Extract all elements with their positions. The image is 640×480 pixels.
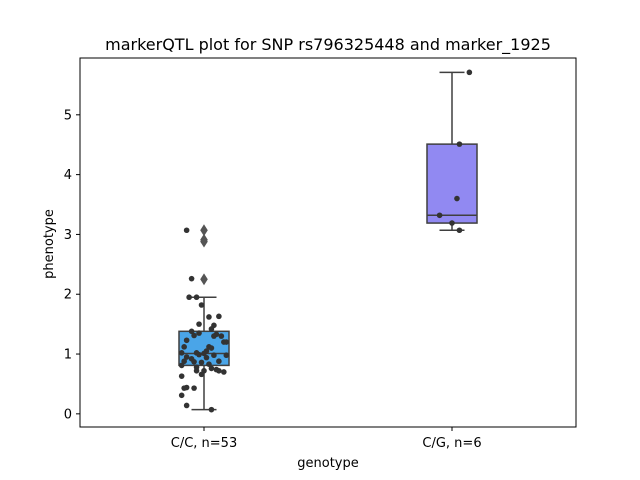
data-point [223, 352, 230, 359]
data-point [191, 359, 197, 365]
plot-area: 0 1 2 3 4 5 C/C, n=53 C/G, n=6 [64, 57, 577, 451]
y-tick-label: 5 [64, 108, 72, 123]
data-point [193, 367, 200, 374]
data-point [178, 392, 185, 399]
y-axis-label: phenotype [42, 209, 57, 279]
data-point [208, 406, 215, 413]
x-tick-label: C/G, n=6 [422, 436, 481, 451]
data-point [181, 385, 187, 391]
data-point [203, 348, 210, 354]
data-point [183, 227, 190, 234]
data-point [183, 337, 190, 344]
data-point [188, 275, 195, 282]
data-point [198, 359, 205, 366]
data-point [196, 330, 202, 336]
y-tick-label: 1 [64, 348, 72, 363]
x-tick-label: C/C, n=53 [171, 436, 237, 451]
data-point [216, 313, 222, 320]
data-point [198, 302, 205, 308]
data-point [178, 350, 185, 356]
data-point [183, 402, 190, 409]
data-point [216, 367, 222, 374]
data-point [196, 351, 202, 358]
data-point [183, 354, 190, 360]
data-point [216, 358, 222, 365]
outlier-marker [200, 273, 208, 286]
data-point [211, 333, 217, 339]
data-point [218, 333, 225, 339]
data-point [211, 352, 217, 359]
data-point [198, 371, 205, 378]
y-tick-label: 4 [64, 168, 72, 183]
data-point [191, 332, 197, 339]
data-point [221, 369, 227, 375]
data-point [186, 294, 192, 301]
data-point [188, 328, 195, 335]
data-point [191, 385, 197, 391]
box [426, 143, 478, 224]
x-axis-label: genotype [297, 456, 358, 471]
data-point [466, 69, 473, 76]
data-point [208, 345, 215, 351]
data-point [223, 339, 230, 345]
data-point [454, 195, 460, 202]
data-point [193, 294, 200, 301]
data-point [449, 220, 455, 226]
data-point [436, 212, 443, 219]
data-point [456, 141, 463, 147]
data-point [196, 321, 202, 327]
data-point [208, 326, 215, 332]
axes-frame [79, 57, 577, 428]
data-point [206, 361, 212, 368]
data-point [456, 227, 463, 234]
chart-title: markerQTL plot for SNP rs796325448 and m… [105, 35, 551, 55]
outlier-marker [200, 233, 208, 246]
y-tick-label: 3 [64, 228, 72, 243]
data-point [181, 358, 187, 365]
data-point [206, 314, 212, 320]
data-point [208, 365, 215, 372]
data-point [203, 354, 210, 361]
data-point [178, 373, 185, 379]
data-point [178, 362, 185, 369]
data-point [181, 344, 187, 350]
y-tick-label: 0 [64, 407, 72, 422]
outlier-marker [200, 224, 208, 237]
y-tick-label: 2 [64, 288, 72, 303]
